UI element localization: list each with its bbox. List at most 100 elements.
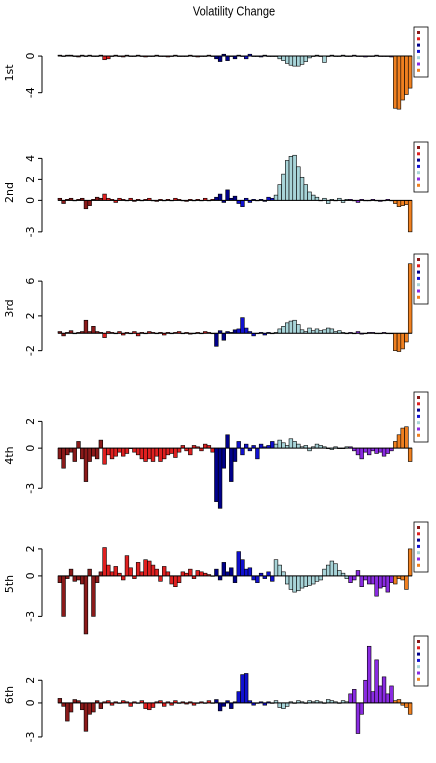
bar	[407, 447, 413, 462]
y-tick-label: -3	[24, 731, 37, 742]
y-tick-label: 0	[24, 53, 37, 60]
bar	[363, 447, 368, 453]
bar	[299, 575, 305, 589]
bar	[303, 55, 308, 62]
bar	[381, 447, 387, 457]
bar	[277, 439, 282, 449]
bar	[363, 575, 368, 581]
bar	[128, 702, 133, 707]
legend-swatch	[417, 158, 420, 162]
bar	[244, 673, 249, 704]
y-axis-label: 5th	[3, 575, 16, 593]
bar	[333, 563, 338, 577]
y-tick-label: 0	[24, 699, 37, 706]
bar	[203, 443, 208, 449]
bar	[370, 575, 376, 585]
bar	[400, 575, 405, 581]
legend-swatch	[417, 171, 420, 175]
bar	[102, 55, 107, 61]
bar	[322, 55, 327, 63]
y-tick-label: -3	[24, 611, 37, 622]
bar	[158, 575, 163, 582]
bar	[214, 332, 219, 347]
y-tick-label: 0	[24, 197, 37, 204]
bar	[169, 447, 174, 454]
bar	[232, 329, 238, 334]
bar	[217, 193, 223, 201]
bar	[139, 447, 145, 460]
bar	[273, 559, 279, 577]
bar	[325, 564, 331, 577]
bar	[217, 575, 223, 581]
legend-swatch	[417, 408, 420, 412]
bar	[117, 447, 122, 453]
bar	[221, 447, 226, 469]
bar	[314, 443, 320, 449]
legend-swatch	[417, 665, 420, 669]
legend-box	[413, 391, 429, 443]
legend-swatch	[417, 270, 420, 274]
bar	[121, 575, 126, 581]
bar	[199, 571, 204, 577]
bar	[355, 702, 361, 734]
bar	[214, 447, 219, 502]
bar	[385, 693, 390, 704]
bar	[109, 571, 115, 577]
bar	[307, 327, 312, 334]
legend-swatch	[417, 37, 420, 41]
bar	[270, 575, 275, 582]
bar	[393, 332, 398, 351]
bar	[102, 332, 107, 338]
bar	[396, 200, 402, 207]
bar	[288, 575, 294, 590]
bar	[109, 447, 115, 460]
bar	[83, 575, 89, 635]
bar	[400, 55, 405, 101]
bar	[240, 447, 245, 456]
legend-swatch	[417, 177, 420, 181]
legend-swatch	[417, 421, 420, 425]
bar	[296, 443, 301, 449]
bar	[113, 447, 118, 457]
bar	[363, 679, 368, 704]
bar	[277, 702, 282, 708]
bar	[240, 317, 245, 334]
bar	[299, 176, 305, 201]
bar	[244, 327, 249, 334]
bar	[61, 447, 66, 469]
bar	[106, 447, 111, 456]
bar	[158, 447, 163, 462]
bar	[72, 447, 77, 462]
bar	[154, 568, 159, 577]
bar	[176, 575, 182, 583]
bar	[124, 555, 130, 577]
bar	[285, 55, 290, 64]
legend-swatch	[417, 62, 420, 66]
bar	[214, 699, 219, 704]
legend-swatch	[417, 551, 420, 555]
bar	[91, 326, 96, 334]
bar	[244, 443, 249, 449]
bar	[147, 560, 152, 577]
bar	[359, 702, 364, 715]
bar	[236, 691, 241, 704]
bar	[240, 674, 245, 704]
bar	[366, 645, 372, 704]
bar	[296, 166, 301, 201]
y-tick-label: -3	[24, 226, 37, 237]
bar	[57, 575, 63, 583]
bar	[281, 55, 286, 61]
y-tick-label: 6	[24, 278, 37, 285]
bar	[281, 173, 286, 201]
legend-swatch	[417, 49, 420, 53]
bar	[217, 702, 223, 712]
bar	[273, 443, 279, 449]
legend-swatch	[417, 538, 420, 542]
bar	[225, 571, 230, 577]
bar	[83, 702, 89, 732]
bar	[195, 570, 200, 577]
bar	[288, 438, 294, 449]
y-axis-label: 3rd	[3, 299, 16, 317]
bar	[329, 560, 335, 577]
